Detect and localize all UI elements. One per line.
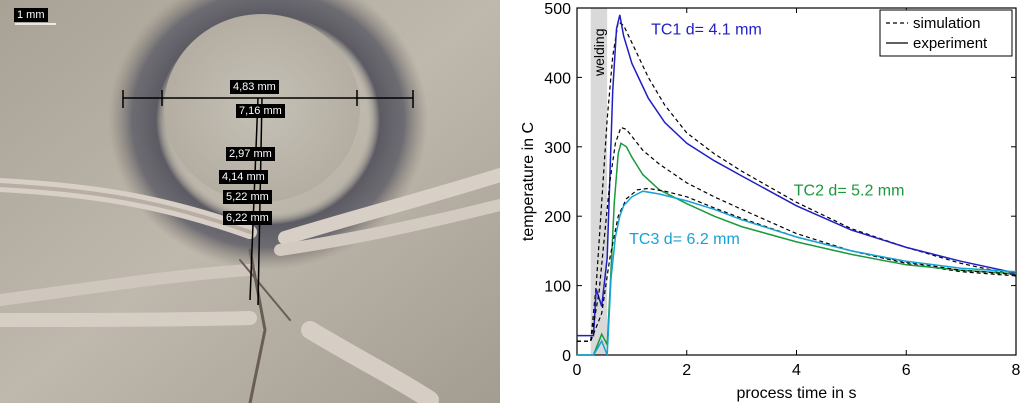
welding-band: [590, 8, 608, 355]
legend-label: experiment: [913, 35, 988, 52]
series-label-3: TC3 d= 6.2 mm: [629, 231, 740, 248]
y-tick-label: 100: [544, 279, 571, 296]
series-label-1: TC1 d= 4.1 mm: [651, 21, 762, 38]
series-label-2: TC2 d= 5.2 mm: [794, 182, 905, 199]
measurement-label: 6,22 mm: [223, 211, 272, 225]
y-tick-label: 0: [562, 348, 571, 365]
x-tick-label: 8: [1012, 362, 1021, 379]
welding-band-label: welding: [591, 29, 607, 77]
y-tick-label: 300: [544, 140, 571, 157]
thermocouple-wires: [0, 168, 500, 403]
measurement-label: 5,22 mm: [223, 190, 272, 204]
photo-labels: 1 mm 4,83 mm 7,16 mm 2,97 mm 4,14 mm 5,2…: [0, 0, 500, 403]
x-tick-label: 6: [902, 362, 911, 379]
experiment-line-1: [577, 14, 1017, 337]
temperature-chart: welding 0 2 4 6 8 0 100 200 300 400 500 process tim…: [520, 1, 1021, 402]
experiment-line-2: [577, 142, 1017, 356]
y-tick-label: 200: [544, 209, 571, 226]
y-axis-label: temperature in C: [520, 122, 537, 241]
weld-micrograph: [0, 0, 500, 403]
measurement-label: 2,97 mm: [226, 147, 275, 161]
x-tick-label: 0: [573, 362, 582, 379]
simulation-line-2: [577, 126, 1017, 342]
x-tick-label: 2: [682, 362, 691, 379]
simulation-line-3: [577, 187, 1017, 342]
y-tick-label: 500: [544, 1, 571, 18]
measurement-label: 4,14 mm: [219, 170, 268, 184]
measurement-label: 4,83 mm: [230, 80, 279, 94]
legend-label: simulation: [913, 15, 981, 32]
scale-bar-label: 1 mm: [14, 8, 48, 22]
x-axis-label: process time in s: [736, 385, 856, 402]
y-tick-label: 400: [544, 70, 571, 87]
x-tick-label: 4: [792, 362, 801, 379]
legend-box: [879, 9, 1013, 57]
measurement-label: 7,16 mm: [236, 104, 285, 118]
experiment-line-3: [577, 190, 1017, 356]
